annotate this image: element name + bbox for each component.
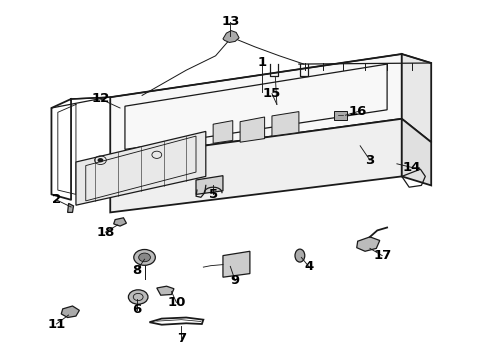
Text: 2: 2 [52,193,61,206]
Text: 3: 3 [366,154,374,167]
Text: 1: 1 [258,57,267,69]
Text: 6: 6 [133,303,142,316]
Text: 9: 9 [231,274,240,287]
Text: 8: 8 [133,264,142,276]
Polygon shape [357,237,380,251]
Circle shape [128,290,148,304]
Polygon shape [240,117,265,142]
Polygon shape [402,119,431,185]
Text: 11: 11 [47,318,66,330]
Polygon shape [334,111,346,120]
Text: 16: 16 [348,105,367,118]
Text: 14: 14 [402,161,421,174]
Text: 13: 13 [221,15,240,28]
Polygon shape [157,286,174,295]
Polygon shape [213,121,233,143]
Polygon shape [61,306,79,318]
Text: 18: 18 [96,226,115,239]
Polygon shape [223,31,239,42]
Text: 7: 7 [177,332,186,345]
Text: 5: 5 [209,188,218,201]
Text: 12: 12 [91,93,110,105]
Text: 4: 4 [304,260,313,273]
Polygon shape [110,119,402,212]
Circle shape [134,249,155,265]
Circle shape [139,253,150,262]
Text: 15: 15 [263,87,281,100]
Polygon shape [76,131,206,205]
Text: 10: 10 [167,296,186,309]
Ellipse shape [295,249,305,262]
Polygon shape [196,176,223,194]
Text: 17: 17 [373,249,392,262]
Circle shape [98,158,103,162]
Polygon shape [68,203,74,212]
Polygon shape [402,54,431,142]
Polygon shape [223,251,250,277]
Polygon shape [110,54,402,158]
Polygon shape [272,112,299,136]
Polygon shape [114,218,126,226]
